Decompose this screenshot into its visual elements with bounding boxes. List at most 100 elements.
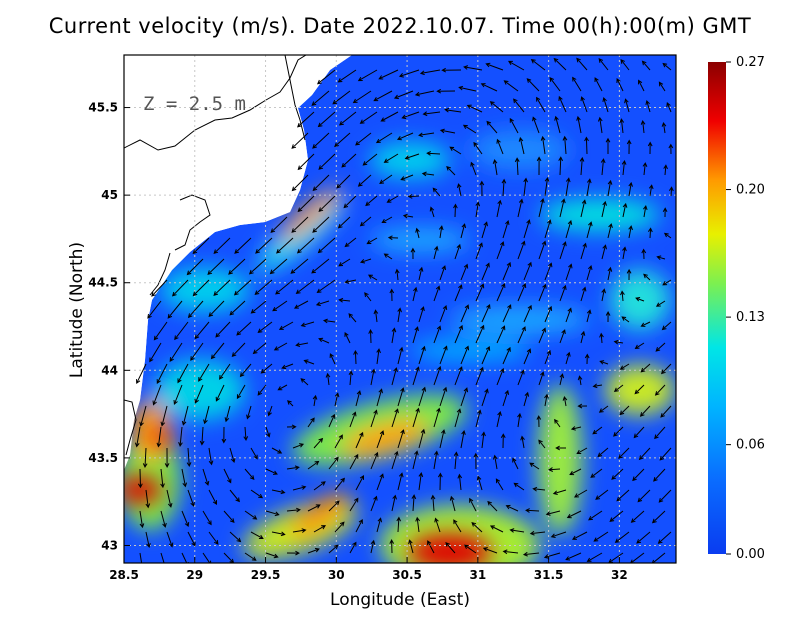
velocity-arrow <box>512 457 519 470</box>
velocity-arrow <box>391 327 397 344</box>
velocity-arrow <box>311 258 330 274</box>
velocity-arrow <box>315 300 330 307</box>
velocity-arrow <box>353 349 358 365</box>
velocity-arrow <box>496 199 502 218</box>
velocity-arrow <box>600 158 606 176</box>
velocity-arrow <box>202 468 210 486</box>
velocity-arrow <box>357 174 372 187</box>
velocity-arrow <box>329 353 336 365</box>
velocity-arrow <box>489 525 504 533</box>
velocity-arrow <box>316 69 336 85</box>
velocity-arrow <box>187 531 196 547</box>
velocity-arrow <box>276 237 294 254</box>
velocity-arrow <box>463 65 483 71</box>
velocity-arrow <box>630 510 645 523</box>
depth-label: Z = 2.5 m <box>143 93 246 115</box>
velocity-arrow <box>439 345 448 365</box>
velocity-arrow <box>404 153 420 160</box>
velocity-arrow <box>566 510 582 519</box>
velocity-arrow <box>402 213 414 219</box>
velocity-arrow <box>470 161 477 176</box>
velocity-arrow <box>277 384 288 391</box>
velocity-arrow <box>397 387 405 407</box>
velocity-arrow <box>576 57 588 71</box>
x-axis-label: Longitude (East) <box>330 590 470 610</box>
velocity-arrow <box>595 489 609 500</box>
velocity-arrow <box>496 282 506 302</box>
velocity-arrow <box>565 351 571 365</box>
velocity-arrow <box>663 232 672 239</box>
velocity-arrow <box>668 143 674 155</box>
velocity-arrow <box>634 342 645 349</box>
velocity-arrow <box>307 417 315 428</box>
velocity-arrow <box>538 283 547 302</box>
velocity-arrow <box>430 494 436 512</box>
velocity-arrow <box>433 407 441 428</box>
colorbar-labels: 0.27 0.20 0.13 0.06 0.00 <box>726 55 765 562</box>
colorbar-label: 0.20 <box>736 183 765 198</box>
velocity-arrow <box>517 240 526 260</box>
velocity-arrow <box>445 542 456 554</box>
velocity-arrow <box>359 111 378 124</box>
velocity-arrow <box>486 120 498 134</box>
velocity-arrow <box>432 187 441 197</box>
velocity-arrow <box>559 241 567 260</box>
velocity-arrow <box>613 384 624 393</box>
velocity-arrow <box>296 237 315 254</box>
velocity-arrow <box>286 507 301 513</box>
velocity-arrow <box>548 467 561 472</box>
velocity-arrow <box>166 531 174 548</box>
velocity-arrow <box>580 199 587 218</box>
velocity-arrow <box>492 454 498 470</box>
velocity-arrow <box>586 178 592 197</box>
velocity-arrow <box>368 329 373 344</box>
velocity-arrow <box>300 321 315 327</box>
velocity-arrow <box>588 510 603 521</box>
velocity-arrow <box>586 552 603 562</box>
velocity-arrow <box>215 321 231 338</box>
velocity-arrow <box>574 489 588 498</box>
velocity-arrow <box>272 300 288 312</box>
velocity-arrow <box>668 186 674 197</box>
velocity-arrow <box>453 451 459 470</box>
velocity-arrow <box>543 552 561 559</box>
velocity-arrow <box>651 552 666 563</box>
velocity-arrow <box>475 409 482 428</box>
velocity-arrow <box>540 135 546 155</box>
velocity-arrow <box>616 78 624 92</box>
velocity-arrow <box>366 237 378 245</box>
velocity-arrow <box>433 450 439 470</box>
velocity-arrow <box>260 363 273 374</box>
velocity-arrow <box>517 412 522 428</box>
velocity-arrow <box>325 372 331 386</box>
velocity-arrow <box>412 326 419 344</box>
velocity-arrow <box>638 79 645 92</box>
velocity-arrow <box>152 384 162 406</box>
velocity-arrow <box>624 98 630 113</box>
velocity-arrow <box>643 273 651 281</box>
velocity-arrow <box>661 121 667 134</box>
velocity-arrow <box>208 447 214 466</box>
velocity-arrow <box>397 429 405 449</box>
velocity-arrow <box>565 219 573 239</box>
velocity-arrow <box>580 286 587 302</box>
velocity-arrow <box>373 90 393 102</box>
x-tick-label: 29 <box>186 568 203 582</box>
velocity-arrow <box>554 418 561 428</box>
velocity-arrow <box>386 195 399 203</box>
velocity-arrow <box>642 162 648 176</box>
velocity-arrow <box>658 81 666 92</box>
velocity-arrow <box>502 261 512 281</box>
velocity-arrow <box>334 477 345 491</box>
velocity-arrow <box>231 342 246 357</box>
velocity-arrow <box>453 203 458 218</box>
velocity-arrow <box>281 363 294 370</box>
velocity-arrow <box>136 363 147 385</box>
velocity-arrow <box>295 279 315 295</box>
velocity-arrow <box>426 151 441 156</box>
velocity-arrow <box>619 405 630 416</box>
velocity-arrow <box>252 342 267 355</box>
velocity-arrow <box>651 510 666 524</box>
velocity-arrow <box>502 346 511 365</box>
x-tick-label: 28.5 <box>109 568 139 582</box>
